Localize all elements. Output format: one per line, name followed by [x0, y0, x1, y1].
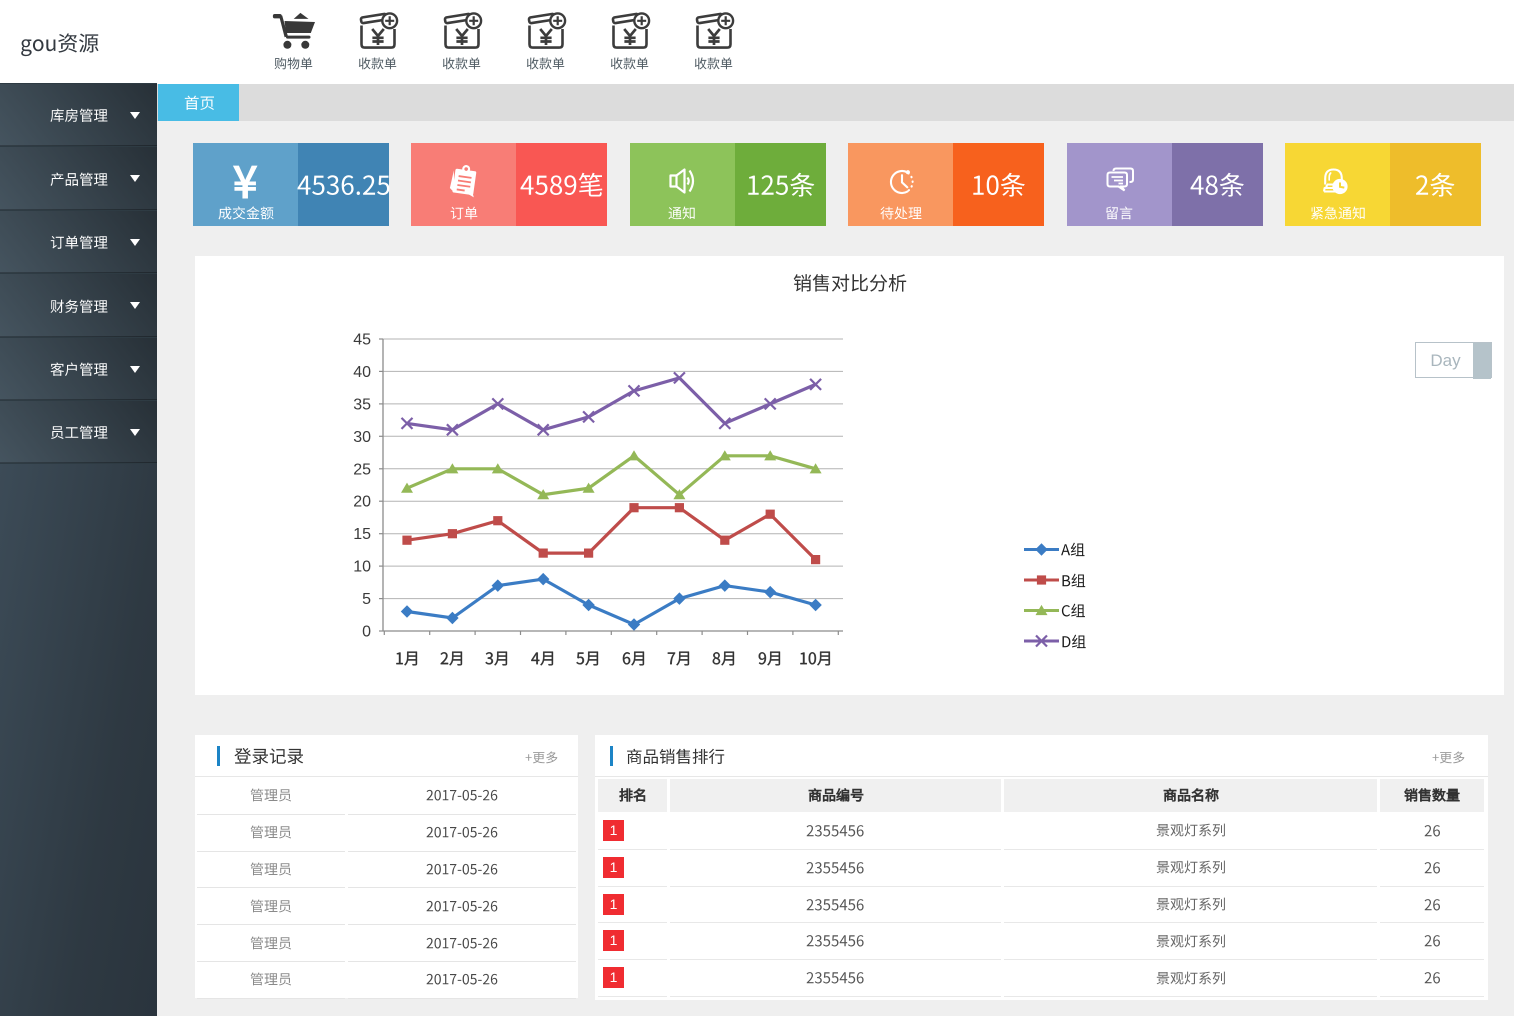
svg-text:5: 5	[362, 591, 371, 608]
svg-text:35: 35	[353, 396, 371, 413]
svg-text:25: 25	[353, 461, 371, 478]
svg-text:30: 30	[353, 429, 371, 446]
svg-text:15: 15	[353, 526, 371, 543]
svg-text:45: 45	[353, 332, 371, 349]
svg-text:40: 40	[353, 364, 371, 381]
svg-text:20: 20	[353, 494, 371, 511]
svg-text:10: 10	[353, 559, 371, 576]
svg-text:0: 0	[362, 624, 371, 641]
